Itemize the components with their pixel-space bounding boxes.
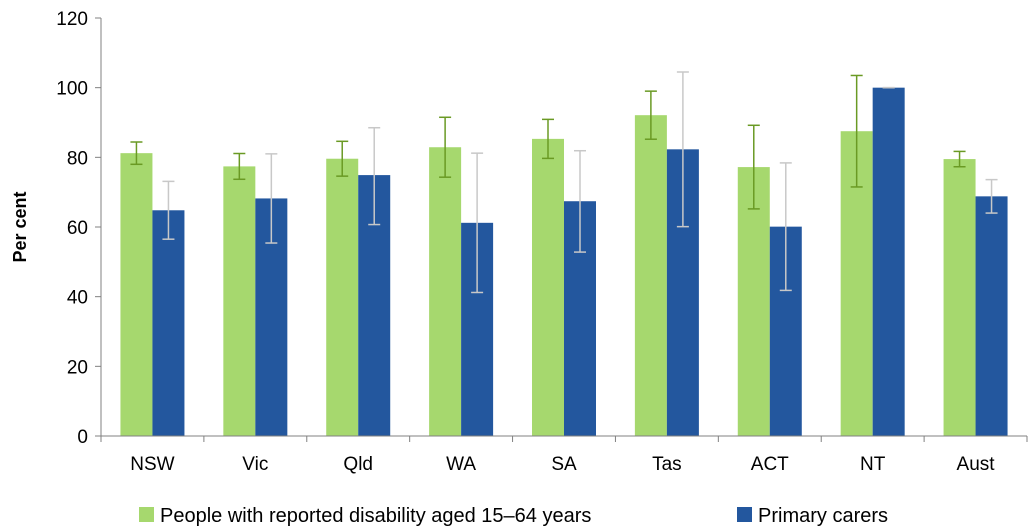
error-bar (130, 141, 143, 166)
bar-carers-nt (872, 87, 905, 437)
bars-layer (120, 87, 1008, 437)
error-bar (265, 153, 278, 244)
x-tick-label: Aust (957, 454, 996, 475)
y-tick-label: 80 (67, 148, 88, 169)
error-bar (368, 126, 381, 226)
x-tick-label: ACT (751, 454, 789, 475)
bar-carers-aust (975, 196, 1008, 436)
legend-item: Primary carers (737, 505, 888, 527)
error-bar (162, 180, 175, 240)
legend-label: Primary carers (758, 505, 888, 527)
legend: People with reported disability aged 15–… (139, 505, 888, 527)
y-tick-label: 40 (67, 288, 88, 309)
bar-disability-sa (532, 138, 564, 436)
y-axis-title: Per cent (10, 191, 30, 262)
bar-disability-vic (223, 166, 256, 436)
error-bar (336, 140, 349, 177)
error-bar (471, 152, 484, 294)
bar-disability-wa (429, 147, 462, 436)
error-bar (644, 90, 657, 140)
error-bar (985, 178, 998, 214)
legend-swatch (139, 507, 154, 522)
bar-disability-aust (943, 159, 976, 436)
error-bars-layer (130, 71, 998, 294)
bar-disability-act (737, 167, 770, 436)
error-bar (676, 71, 689, 228)
error-bar (574, 149, 586, 253)
x-tick-label: WA (446, 454, 476, 475)
x-tick-label: SA (551, 454, 577, 475)
error-bar (850, 74, 863, 188)
legend-swatch (737, 507, 752, 522)
legend-item: People with reported disability aged 15–… (139, 505, 591, 527)
axes-layer: 0 20 40 60 80 100 120 NSW Vic Qld WA SA Tas ACT NT Aust (56, 9, 1028, 475)
x-tick-label: Vic (242, 454, 268, 475)
bar-disability-qld (326, 158, 359, 436)
error-bar (953, 150, 966, 168)
x-tick-label: Qld (343, 454, 373, 475)
error-bar (779, 162, 792, 292)
x-tick-label: Tas (652, 454, 682, 475)
error-bar (542, 118, 554, 160)
y-tick-label: 0 (77, 427, 88, 448)
y-tick-label: 100 (56, 79, 88, 100)
x-tick-label: NSW (130, 454, 174, 475)
error-bar (233, 152, 246, 181)
error-bar (439, 116, 452, 178)
legend-label: People with reported disability aged 15–… (160, 505, 591, 527)
error-bar (747, 124, 760, 210)
y-tick-label: 20 (67, 357, 88, 378)
y-tick-label: 60 (67, 218, 88, 239)
y-tick-label: 120 (56, 9, 88, 30)
bar-disability-tas (634, 115, 667, 436)
x-tick-label: NT (860, 454, 886, 475)
bar-disability-nsw (120, 153, 153, 437)
bar-carers-nsw (152, 210, 185, 436)
